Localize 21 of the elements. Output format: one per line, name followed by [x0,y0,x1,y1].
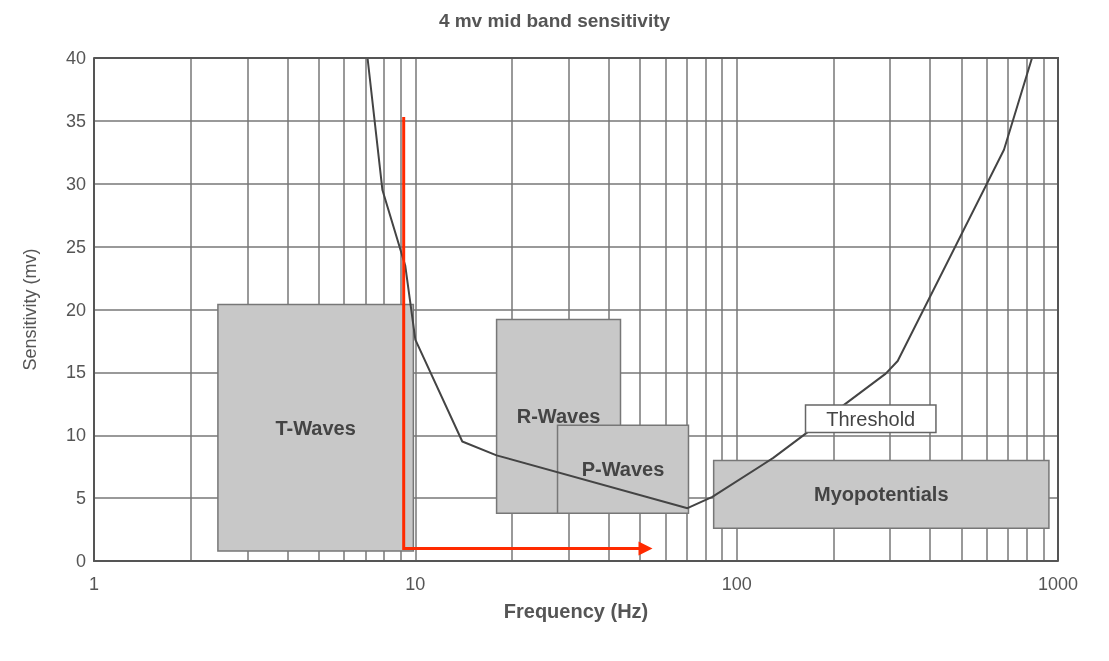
x-tick-label: 100 [721,574,752,594]
x-tick-label: 1000 [1037,574,1079,594]
band-label: Myopotentials [814,483,949,506]
band-label: T-Waves [275,416,356,439]
x-tick-label: 10 [405,574,426,594]
x-tick-label: 1 [88,574,100,594]
y-axis-title: Sensitivity (mv) [20,248,40,371]
y-tick-label: 15 [65,362,86,383]
y-tick-label: 35 [65,110,86,131]
y-tick-label: 20 [65,299,86,320]
y-tick-label: 10 [65,425,86,446]
chart-title: 4 mv mid band sensitivity [438,10,671,31]
band-label: P-Waves [581,458,665,481]
y-tick-label: 40 [65,48,86,68]
band-label: R-Waves [516,405,601,428]
y-tick-label: 0 [75,551,86,571]
series-label: Threshold [826,407,916,430]
y-tick-label: 5 [75,488,86,509]
y-tick-label: 25 [65,236,86,257]
y-tick-label: 30 [65,173,86,194]
x-axis-title: Frequency (Hz) [503,600,649,622]
